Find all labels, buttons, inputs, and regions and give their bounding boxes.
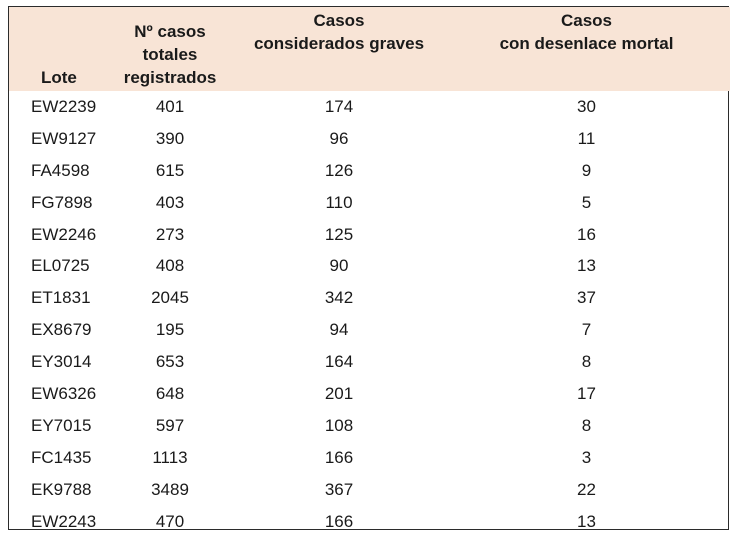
cell-severe-cases: 108 <box>324 415 354 435</box>
cell-total-cases: 648 <box>155 383 185 403</box>
table-header-row: Lote Nº casos totales registrados Casos … <box>9 7 730 91</box>
table-row: EK9788 3489 367 22 <box>9 474 730 506</box>
cell-fatal-cases: 3 <box>581 447 592 467</box>
table-row: EW2246 273 125 16 <box>9 219 730 251</box>
cell-lote: EL0725 <box>31 256 90 276</box>
header-fatal-cases: Casos con desenlace mortal <box>499 11 674 53</box>
cell-total-cases: 401 <box>155 96 185 116</box>
header-lote: Lote <box>41 68 77 87</box>
cell-severe-cases: 166 <box>324 447 354 467</box>
table-row: EY3014 653 164 8 <box>9 346 730 378</box>
cell-severe-cases: 342 <box>324 288 354 308</box>
cell-lote: EY3014 <box>31 352 92 372</box>
table-row: FA4598 615 126 9 <box>9 155 730 187</box>
cell-lote: EW9127 <box>31 128 97 148</box>
cell-total-cases: 470 <box>155 511 185 531</box>
table-row: FC1435 1113 166 3 <box>9 442 730 474</box>
table-row: EL0725 408 90 13 <box>9 250 730 282</box>
cell-lote: EW2243 <box>31 511 97 531</box>
table-row: FG7898 403 110 5 <box>9 187 730 219</box>
cell-severe-cases: 164 <box>324 352 354 372</box>
cell-lote: FA4598 <box>31 160 90 180</box>
cell-total-cases: 1113 <box>152 447 188 467</box>
cell-lote: EW2239 <box>31 96 97 116</box>
cell-fatal-cases: 30 <box>577 96 596 116</box>
table-row: EX8679 195 94 7 <box>9 314 730 346</box>
cell-severe-cases: 367 <box>324 479 354 499</box>
cell-total-cases: 597 <box>155 415 185 435</box>
cell-severe-cases: 94 <box>329 320 349 340</box>
cell-fatal-cases: 8 <box>581 352 592 372</box>
cell-total-cases: 615 <box>155 160 185 180</box>
cell-severe-cases: 166 <box>324 511 354 531</box>
data-table-frame: Lote Nº casos totales registrados Casos … <box>8 6 730 531</box>
cell-fatal-cases: 17 <box>577 383 596 403</box>
cell-lote: FG7898 <box>31 192 93 212</box>
cell-severe-cases: 125 <box>324 224 354 244</box>
cell-fatal-cases: 8 <box>581 415 592 435</box>
table-body: EW2239 401 174 30 EW9127 390 96 11 FA4598 615 126 9… <box>9 91 730 537</box>
cell-total-cases: 408 <box>155 256 185 276</box>
cell-fatal-cases: 9 <box>581 160 592 180</box>
cell-total-cases: 273 <box>155 224 185 244</box>
cell-fatal-cases: 13 <box>577 511 596 531</box>
cell-lote: EW2246 <box>31 224 97 244</box>
cell-fatal-cases: 37 <box>577 288 596 308</box>
cell-lote: EK9788 <box>31 479 92 499</box>
table-row: EW6326 648 201 17 <box>9 378 730 410</box>
cell-total-cases: 403 <box>155 192 185 212</box>
table-row: ET1831 2045 342 37 <box>9 282 730 314</box>
cell-fatal-cases: 16 <box>577 224 596 244</box>
cell-severe-cases: 174 <box>324 96 354 116</box>
lotes-table: Lote Nº casos totales registrados Casos … <box>9 7 730 537</box>
cell-lote: EY7015 <box>31 415 92 435</box>
cell-lote: EW6326 <box>31 383 97 403</box>
cell-fatal-cases: 13 <box>577 256 596 276</box>
cell-severe-cases: 90 <box>329 256 349 276</box>
cell-lote: ET1831 <box>31 288 91 308</box>
cell-severe-cases: 110 <box>325 192 353 212</box>
cell-total-cases: 390 <box>155 128 185 148</box>
cell-severe-cases: 96 <box>329 128 349 148</box>
header-total-cases: Nº casos totales registrados <box>123 22 217 87</box>
table-row: EW2243 470 166 13 <box>9 506 730 538</box>
cell-total-cases: 3489 <box>151 479 189 499</box>
table-row: EW9127 390 96 11 <box>9 123 730 155</box>
cell-lote: EX8679 <box>31 320 92 340</box>
header-severe-cases: Casos considerados graves <box>253 11 425 53</box>
cell-lote: FC1435 <box>31 447 92 467</box>
cell-fatal-cases: 7 <box>581 320 592 340</box>
cell-total-cases: 195 <box>155 320 185 340</box>
cell-total-cases: 2045 <box>151 288 189 308</box>
cell-severe-cases: 126 <box>324 160 354 180</box>
cell-fatal-cases: 11 <box>577 128 596 148</box>
cell-total-cases: 653 <box>155 352 185 372</box>
cell-fatal-cases: 22 <box>577 479 596 499</box>
cell-fatal-cases: 5 <box>581 192 592 212</box>
table-row: EW2239 401 174 30 <box>9 91 730 123</box>
cell-severe-cases: 201 <box>324 383 354 403</box>
table-row: EY7015 597 108 8 <box>9 410 730 442</box>
